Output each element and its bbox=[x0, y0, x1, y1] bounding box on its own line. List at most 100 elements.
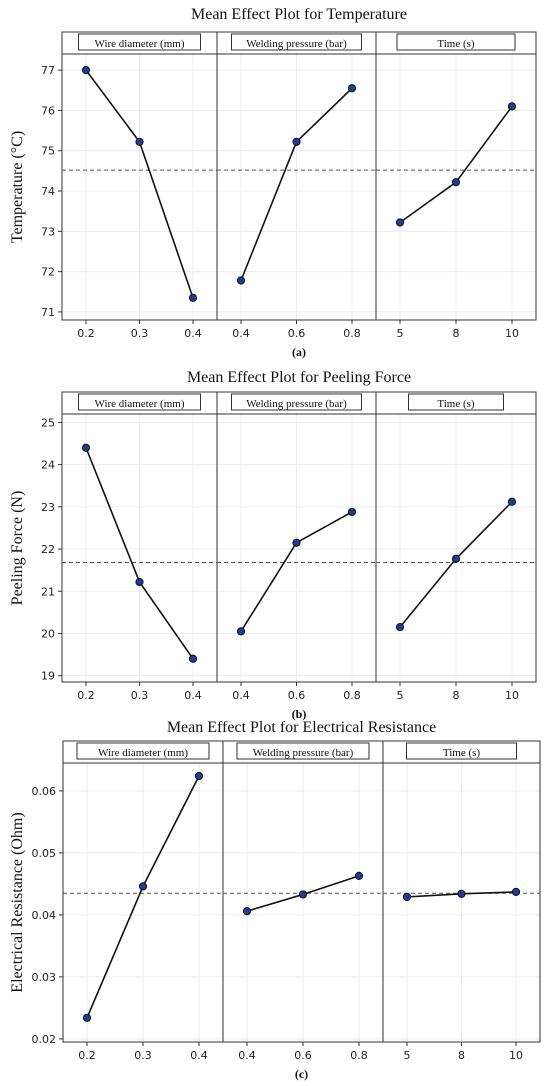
x-tick-label: 5 bbox=[404, 1049, 411, 1062]
strip-label: Wire diameter (mm) bbox=[95, 38, 185, 50]
y-axis-label: Temperature (°C) bbox=[9, 131, 26, 243]
x-tick-label: 0.2 bbox=[78, 1049, 96, 1062]
data-point bbox=[511, 887, 521, 897]
chart-title: Mean Effect Plot for Peeling Force bbox=[187, 369, 411, 386]
x-tick-label: 0.4 bbox=[232, 327, 250, 340]
data-point bbox=[457, 889, 466, 898]
y-tick-label: 21 bbox=[41, 585, 55, 598]
y-tick-label: 75 bbox=[41, 145, 55, 158]
x-tick-label: 0.2 bbox=[77, 327, 95, 340]
x-tick-label: 0.6 bbox=[288, 327, 306, 340]
data-point bbox=[188, 654, 198, 663]
data-point bbox=[135, 137, 144, 146]
x-tick-label: 0.2 bbox=[77, 689, 95, 702]
x-tick-label: 0.8 bbox=[343, 689, 361, 702]
strip-label-box bbox=[406, 742, 517, 760]
strip-label: Time (s) bbox=[437, 398, 475, 410]
y-tick-label: 22 bbox=[41, 543, 55, 556]
y-tick-label: 0.03 bbox=[32, 971, 57, 984]
strip-label: Wire diameter (mm) bbox=[95, 398, 185, 410]
y-tick-label: 71 bbox=[41, 306, 55, 319]
data-point bbox=[194, 771, 204, 781]
data-point bbox=[81, 66, 91, 75]
y-tick-label: 0.05 bbox=[32, 847, 57, 860]
y-axis-label: Electrical Resistance (Ohm) bbox=[9, 812, 26, 992]
x-tick-label: 10 bbox=[505, 327, 519, 340]
panel-caption: (a) bbox=[292, 345, 306, 359]
data-point bbox=[292, 538, 301, 547]
data-point bbox=[82, 1013, 92, 1022]
strip-label-box bbox=[236, 742, 370, 760]
data-point bbox=[135, 577, 144, 587]
strip-label-box bbox=[78, 393, 201, 411]
data-point bbox=[347, 507, 357, 517]
data-point bbox=[451, 178, 461, 187]
chart-title: Mean Effect Plot for Electrical Resistan… bbox=[167, 719, 436, 736]
panel-caption: (b) bbox=[292, 707, 307, 721]
data-point bbox=[81, 443, 91, 452]
data-point bbox=[347, 84, 357, 93]
strip-label-box bbox=[78, 33, 201, 51]
x-tick-label: 5 bbox=[397, 327, 404, 340]
y-tick-label: 23 bbox=[41, 501, 55, 514]
data-point bbox=[236, 627, 246, 636]
data-point bbox=[236, 276, 246, 285]
data-point bbox=[354, 871, 364, 880]
x-tick-label: 0.3 bbox=[131, 689, 149, 702]
data-point bbox=[188, 293, 198, 302]
strip-label-box bbox=[396, 33, 516, 51]
y-tick-label: 0.04 bbox=[32, 909, 57, 922]
strip-label: Welding pressure (bar) bbox=[246, 38, 347, 50]
x-tick-label: 5 bbox=[397, 689, 404, 702]
data-point bbox=[292, 137, 301, 146]
data-point bbox=[298, 890, 308, 899]
y-tick-label: 0.02 bbox=[32, 1033, 57, 1046]
x-tick-label: 0.4 bbox=[238, 1049, 256, 1062]
y-tick-label: 76 bbox=[41, 104, 55, 117]
y-tick-label: 72 bbox=[41, 266, 55, 279]
y-tick-label: 20 bbox=[41, 627, 55, 640]
x-tick-label: 0.4 bbox=[190, 1049, 208, 1062]
y-tick-label: 74 bbox=[41, 185, 55, 198]
strip-label-box bbox=[408, 393, 504, 411]
strip-label: Wire diameter (mm) bbox=[98, 747, 188, 759]
panel-caption: (c) bbox=[295, 1067, 308, 1081]
x-tick-label: 8 bbox=[453, 327, 460, 340]
data-point bbox=[138, 882, 148, 891]
y-tick-label: 77 bbox=[41, 64, 55, 77]
y-tick-label: 24 bbox=[41, 459, 55, 472]
x-tick-label: 0.4 bbox=[232, 689, 250, 702]
x-tick-label: 0.3 bbox=[131, 327, 149, 340]
y-tick-label: 73 bbox=[41, 225, 55, 238]
x-tick-label: 0.6 bbox=[288, 689, 306, 702]
data-point bbox=[242, 907, 252, 916]
data-point bbox=[402, 892, 412, 902]
strip-label-box bbox=[231, 393, 362, 411]
strip-label-box bbox=[76, 742, 210, 760]
x-tick-label: 0.4 bbox=[184, 689, 202, 702]
data-point bbox=[507, 102, 517, 111]
strip-label-box bbox=[231, 33, 362, 51]
y-tick-label: 19 bbox=[41, 670, 55, 683]
x-tick-label: 0.3 bbox=[134, 1049, 152, 1062]
data-point bbox=[395, 623, 405, 632]
chart-title: Mean Effect Plot for Temperature bbox=[191, 6, 407, 23]
y-axis-label: Peeling Force (N) bbox=[9, 491, 26, 606]
strip-label: Welding pressure (bar) bbox=[246, 398, 347, 410]
x-tick-label: 10 bbox=[509, 1049, 523, 1062]
x-tick-label: 0.4 bbox=[184, 327, 202, 340]
y-tick-label: 0.06 bbox=[32, 785, 57, 798]
x-tick-label: 8 bbox=[458, 1049, 465, 1062]
data-point bbox=[507, 497, 517, 506]
data-point bbox=[451, 554, 461, 563]
strip-label: Time (s) bbox=[437, 38, 475, 50]
x-tick-label: 8 bbox=[453, 689, 460, 702]
y-tick-label: 25 bbox=[41, 416, 55, 429]
strip-label: Welding pressure (bar) bbox=[253, 747, 354, 759]
x-tick-label: 10 bbox=[505, 689, 519, 702]
x-tick-label: 0.6 bbox=[294, 1049, 312, 1062]
x-tick-label: 0.8 bbox=[343, 327, 361, 340]
x-tick-label: 0.8 bbox=[350, 1049, 368, 1062]
strip-label: Time (s) bbox=[443, 747, 481, 759]
